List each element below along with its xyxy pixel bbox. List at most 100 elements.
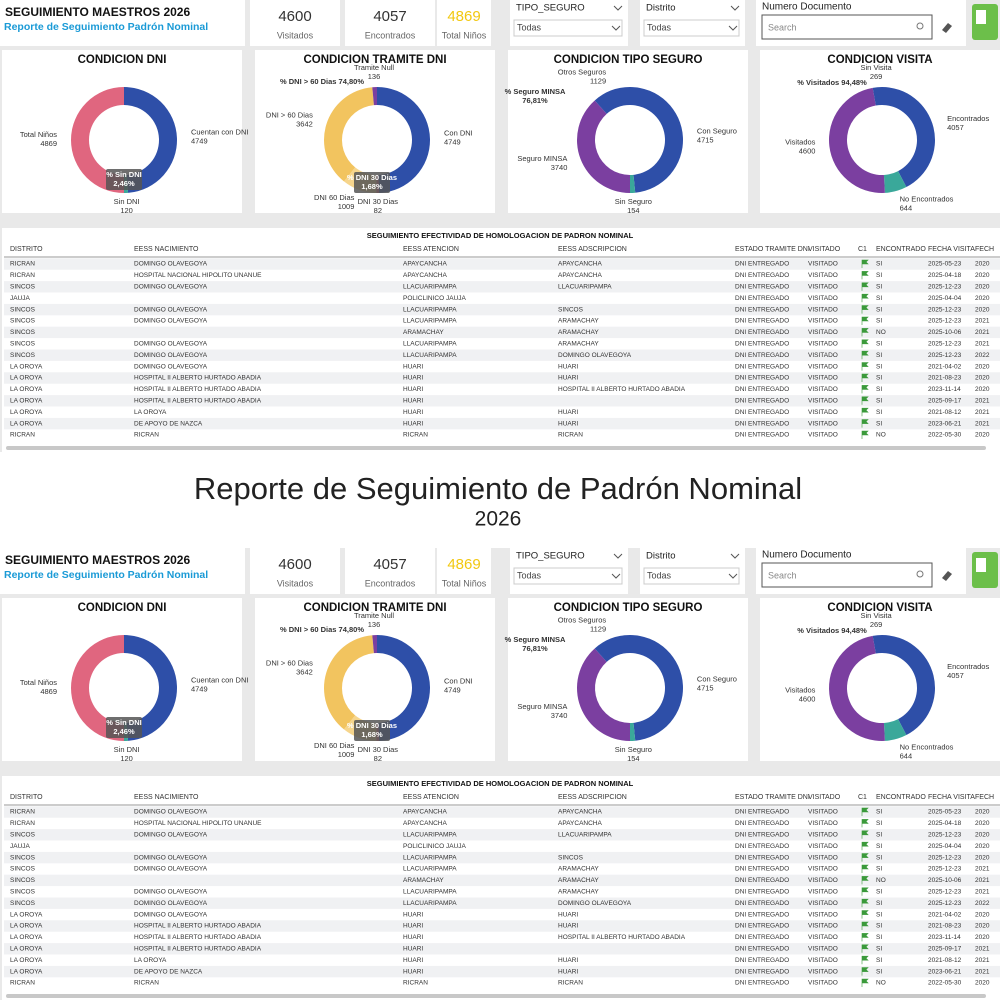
segment-value: 136 xyxy=(368,620,381,629)
app-icon-doc xyxy=(976,558,986,572)
table-cell: DNI ENTREGADO xyxy=(735,832,789,839)
eraser-icon[interactable] xyxy=(942,571,952,581)
table-cell: 2020 xyxy=(975,820,990,827)
flag-icon xyxy=(861,407,869,417)
table-cell: RICRAN xyxy=(10,272,35,279)
column-header: EESS ADSCRIPCION xyxy=(558,246,627,253)
annotation-text: 2,46% xyxy=(113,179,135,188)
kpi-label: Visitados xyxy=(277,30,314,40)
row-bg xyxy=(4,349,1000,361)
annotation-text: % DNI 30 Dias xyxy=(347,173,397,182)
row-bg xyxy=(4,851,1000,864)
chart-title: CONDICION TIPO SEGURO xyxy=(554,54,703,66)
table-cell: LA OROYA xyxy=(10,957,43,964)
table-cell: SI xyxy=(876,934,882,941)
table-cell: VISITADO xyxy=(808,329,838,336)
filter-dropdown[interactable] xyxy=(643,567,740,585)
table-cell: 2025-04-18 xyxy=(928,820,962,827)
table-cell: DOMINGO OLAVEGOYA xyxy=(134,306,208,313)
table-cell: LA OROYA xyxy=(10,946,43,953)
column-header: DISTRITO xyxy=(10,794,43,801)
segment-label: Otros Seguros xyxy=(558,67,607,76)
table-cell: RICRAN xyxy=(558,980,583,987)
table-cell: 2021 xyxy=(975,420,990,427)
table-cell: RICRAN xyxy=(10,820,35,827)
table-cell: DNI ENTREGADO xyxy=(735,306,789,313)
flag-icon xyxy=(861,841,869,851)
table-cell: SI xyxy=(876,968,882,975)
table-cell: ARAMACHAY xyxy=(403,877,444,884)
table-cell: 2025-12-23 xyxy=(928,306,962,313)
kpi-card xyxy=(345,0,435,46)
table-cell: SINCOS xyxy=(10,889,36,896)
chart-title: CONDICION DNI xyxy=(78,54,167,66)
filter-dropdown[interactable] xyxy=(513,567,623,585)
segment-value: 3642 xyxy=(296,120,313,129)
table-cell: DOMINGO OLAVEGOYA xyxy=(134,809,208,816)
table-cell: 2020 xyxy=(975,272,990,279)
table-cell: LA OROYA xyxy=(10,923,43,930)
segment-value: 4715 xyxy=(697,136,714,145)
table-cell: 2022 xyxy=(975,900,990,907)
table-cell: VISITADO xyxy=(808,375,838,382)
table-cell: 2020 xyxy=(975,923,990,930)
eraser-icon[interactable] xyxy=(942,23,952,33)
table-cell: 2025-12-23 xyxy=(928,866,962,873)
table-cell: SINCOS xyxy=(10,866,36,873)
search-input[interactable] xyxy=(761,562,933,588)
kpi-card xyxy=(250,548,340,594)
flag-icon xyxy=(861,350,869,360)
header-subtitle: Reporte de Seguimiento Padrón Nominal xyxy=(4,569,208,581)
segment-label: DNI 60 Dias xyxy=(314,741,355,750)
table-cell: SI xyxy=(876,386,882,393)
table-cell: VISITADO xyxy=(808,843,838,850)
segment-label: Sin Visita xyxy=(861,63,893,72)
table-cell: LLACUARIPAMPA xyxy=(403,832,457,839)
table-cell: APAYCANCHA xyxy=(558,820,602,827)
table-cell: DNI ENTREGADO xyxy=(735,957,789,964)
kpi-value: 4869 xyxy=(447,556,480,573)
table-cell: DE APOYO DE NAZCA xyxy=(134,420,203,427)
table-cell: HOSPITAL II ALBERTO HURTADO ABADIA xyxy=(134,934,262,941)
table-cell: VISITADO xyxy=(808,386,838,393)
header-title: SEGUIMIENTO MAESTROS 2026 xyxy=(5,5,190,19)
donut-segment xyxy=(324,87,374,182)
annotation-box xyxy=(354,720,390,741)
column-header: C1 xyxy=(858,794,867,801)
table-cell: APAYCANCHA xyxy=(558,809,602,816)
header-subtitle: Reporte de Seguimiento Padrón Nominal xyxy=(4,21,208,33)
segment-label: DNI 30 Dias xyxy=(358,197,399,206)
table-cell: VISITADO xyxy=(808,295,838,302)
table-cell: VISITADO xyxy=(808,409,838,416)
table-cell: DNI ENTREGADO xyxy=(735,295,789,302)
search-input[interactable] xyxy=(761,14,933,40)
table-cell: DNI ENTREGADO xyxy=(735,284,789,291)
table-cell: VISITADO xyxy=(808,854,838,861)
table-cell: SI xyxy=(876,957,882,964)
table-cell: LLACUARIPAMPA xyxy=(403,306,457,313)
table-cell: HUARI xyxy=(403,375,423,382)
column-header: DISTRITO xyxy=(10,246,43,253)
segment-label: Sin Seguro xyxy=(615,197,652,206)
flag-icon xyxy=(861,967,869,976)
filter-dropdown[interactable] xyxy=(513,19,623,37)
kpi-value: 4600 xyxy=(278,8,311,25)
segment-value: 3740 xyxy=(551,711,568,720)
table-cell: DOMINGO OLAVEGOYA xyxy=(134,866,208,873)
table-cell: ARAMACHAY xyxy=(558,877,599,884)
flag-icon xyxy=(861,293,869,303)
table-cell: DOMINGO OLAVEGOYA xyxy=(134,900,208,907)
table-cell: 2025-12-23 xyxy=(928,352,962,359)
annotation-text: 2,46% xyxy=(113,727,135,736)
table-cell: SI xyxy=(876,352,882,359)
table-cell: ARAMACHAY xyxy=(558,329,599,336)
table-cell: SINCOS xyxy=(10,900,36,907)
filter-dropdown[interactable] xyxy=(643,19,740,37)
page-title: Reporte de Seguimiento de Padrón Nominal xyxy=(194,471,802,506)
segment-value: 120 xyxy=(120,754,133,763)
table-cell: VISITADO xyxy=(808,900,838,907)
donut-segment xyxy=(372,87,377,106)
filter-value: Todas xyxy=(517,22,542,32)
table-cell: DNI ENTREGADO xyxy=(735,911,789,918)
table-cell: APAYCANCHA xyxy=(558,261,602,268)
